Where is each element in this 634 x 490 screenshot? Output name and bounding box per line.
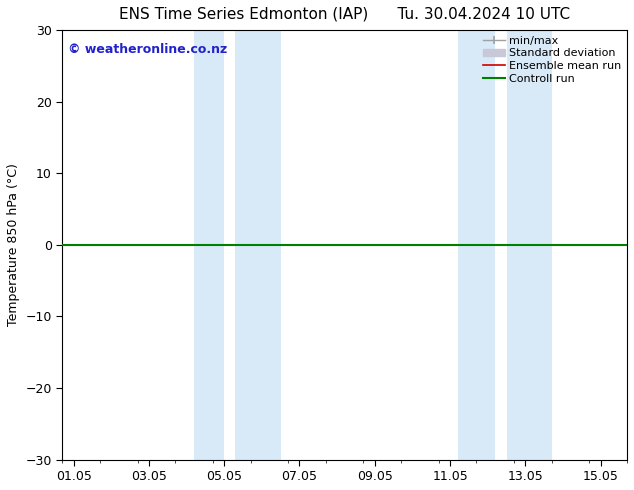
Title: ENS Time Series Edmonton (IAP)      Tu. 30.04.2024 10 UTC: ENS Time Series Edmonton (IAP) Tu. 30.04… — [119, 7, 570, 22]
Bar — [194, 30, 224, 460]
Bar — [458, 30, 495, 460]
Bar — [235, 30, 281, 460]
Bar — [507, 30, 552, 460]
Text: © weatheronline.co.nz: © weatheronline.co.nz — [68, 43, 227, 56]
Y-axis label: Temperature 850 hPa (°C): Temperature 850 hPa (°C) — [7, 163, 20, 326]
Legend: min/max, Standard deviation, Ensemble mean run, Controll run: min/max, Standard deviation, Ensemble me… — [481, 33, 624, 86]
